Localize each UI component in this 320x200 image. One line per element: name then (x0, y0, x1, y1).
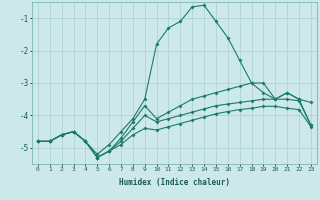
X-axis label: Humidex (Indice chaleur): Humidex (Indice chaleur) (119, 178, 230, 187)
